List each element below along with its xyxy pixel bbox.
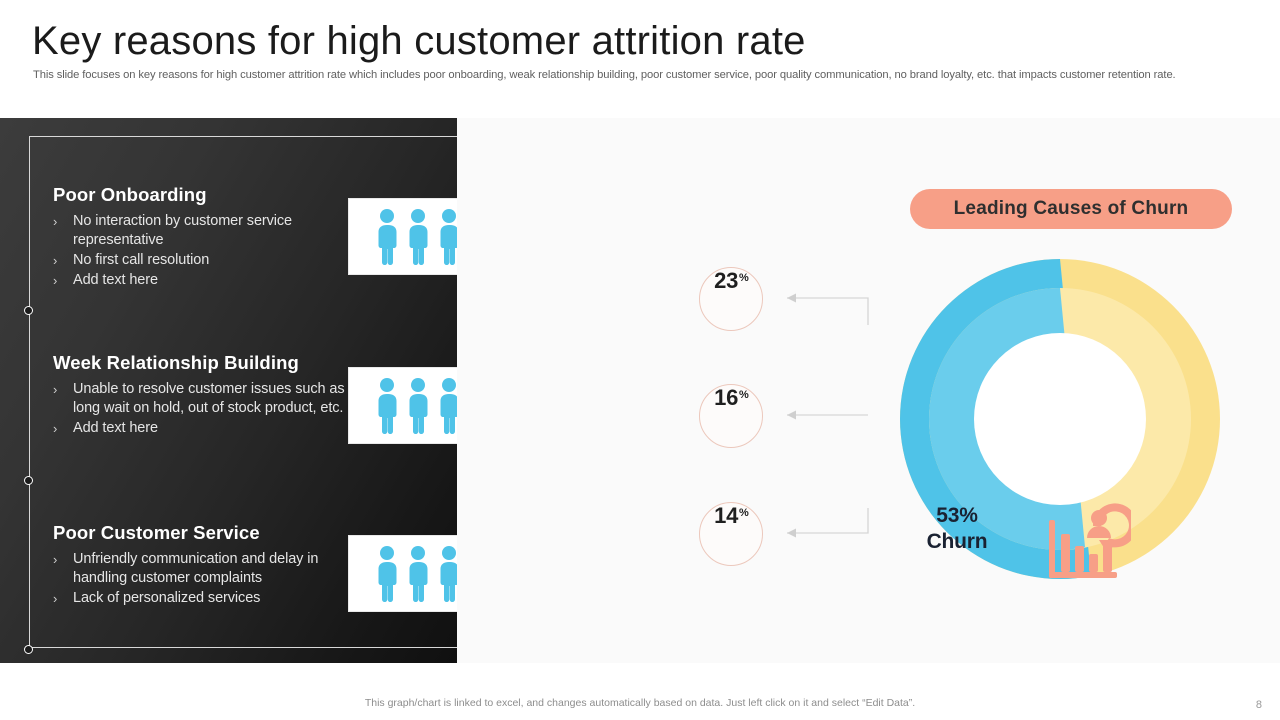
bullet-item: › Add text here [53,271,353,290]
page-subtitle: This slide focuses on key reasons for hi… [33,69,1176,81]
donut-center-label: 53% Churn [926,504,988,553]
footer-note: This graph/chart is linked to excel, and… [364,697,916,709]
bullet-text: Lack of personalized services [73,590,261,606]
bullet-item: › No interaction by customer service rep… [53,212,353,250]
bullet-item: › Add text here [53,419,353,438]
bullet-text: No first call resolution [73,252,210,268]
bullet-item: › Unable to resolve customer issues such… [53,380,353,418]
person-icon [378,545,397,602]
page-title: Key reasons for high customer attrition … [32,19,806,63]
percent-sign: % [739,507,749,519]
person-icon [378,208,397,265]
timeline-node-1 [24,306,33,315]
bullet-marker-icon: › [53,273,58,288]
bullet-text: No interaction by customer service repre… [73,213,293,248]
person-icon [440,545,459,602]
bullet-item: › Lack of personalized services [53,589,373,608]
bullet-marker-icon: › [53,421,58,436]
bullet-marker-icon: › [53,552,58,567]
reason-title: Week Relationship Building [53,352,299,373]
content-area: Poor Onboarding › No interaction by cust… [0,118,1280,668]
churn-chart-panel: Leading Causes of Churn 23% 16% 14% [457,118,1280,663]
slide-header: Key reasons for high customer attrition … [0,0,1280,118]
bullet-marker-icon: › [53,253,58,268]
person-icon [409,208,428,265]
reason-block-poor-onboarding[interactable]: Poor Onboarding › No interaction by cust… [53,184,353,291]
callout-circle-16[interactable]: 16% [699,384,763,448]
person-icon [440,208,459,265]
bullet-item: › No first call resolution [53,251,353,270]
churn-banner: Leading Causes of Churn [910,189,1232,229]
churn-donut-chart[interactable] [895,254,1225,584]
reason-block-week-relationship-building[interactable]: Week Relationship Building › Unable to r… [53,352,353,439]
bullet-marker-icon: › [53,214,58,229]
timeline-node-3 [24,645,33,654]
reason-title: Poor Customer Service [53,522,260,543]
callout-circle-14[interactable]: 14% [699,502,763,566]
reason-title: Poor Onboarding [53,184,207,205]
callout-value: 14 [714,503,739,528]
donut-hole [974,333,1146,505]
callout-circle-23[interactable]: 23% [699,267,763,331]
churn-banner-label: Leading Causes of Churn [953,198,1189,219]
bullet-text: Add text here [73,272,158,288]
person-icon [409,377,428,434]
bullet-text: Unable to resolve customer issues such a… [73,381,345,416]
percent-sign: % [739,272,749,284]
callout-connectors [787,293,869,538]
person-icon [378,377,397,434]
customer-churn-decline-icon [1049,503,1131,578]
reason-block-poor-customer-service[interactable]: Poor Customer Service › Unfriendly commu… [53,522,373,609]
bullet-marker-icon: › [53,382,58,397]
bullet-marker-icon: › [53,591,58,606]
bullet-text: Add text here [73,420,158,436]
bullet-item: › Unfriendly communication and delay in … [53,550,373,588]
page-number: 8 [1255,699,1262,711]
person-icon [440,377,459,434]
person-icon [409,545,428,602]
timeline-node-2 [24,476,33,485]
bullet-text: Unfriendly communication and delay in ha… [73,551,319,586]
callout-value: 23 [714,268,739,293]
callout-value: 16 [714,385,739,410]
percent-sign: % [739,389,749,401]
